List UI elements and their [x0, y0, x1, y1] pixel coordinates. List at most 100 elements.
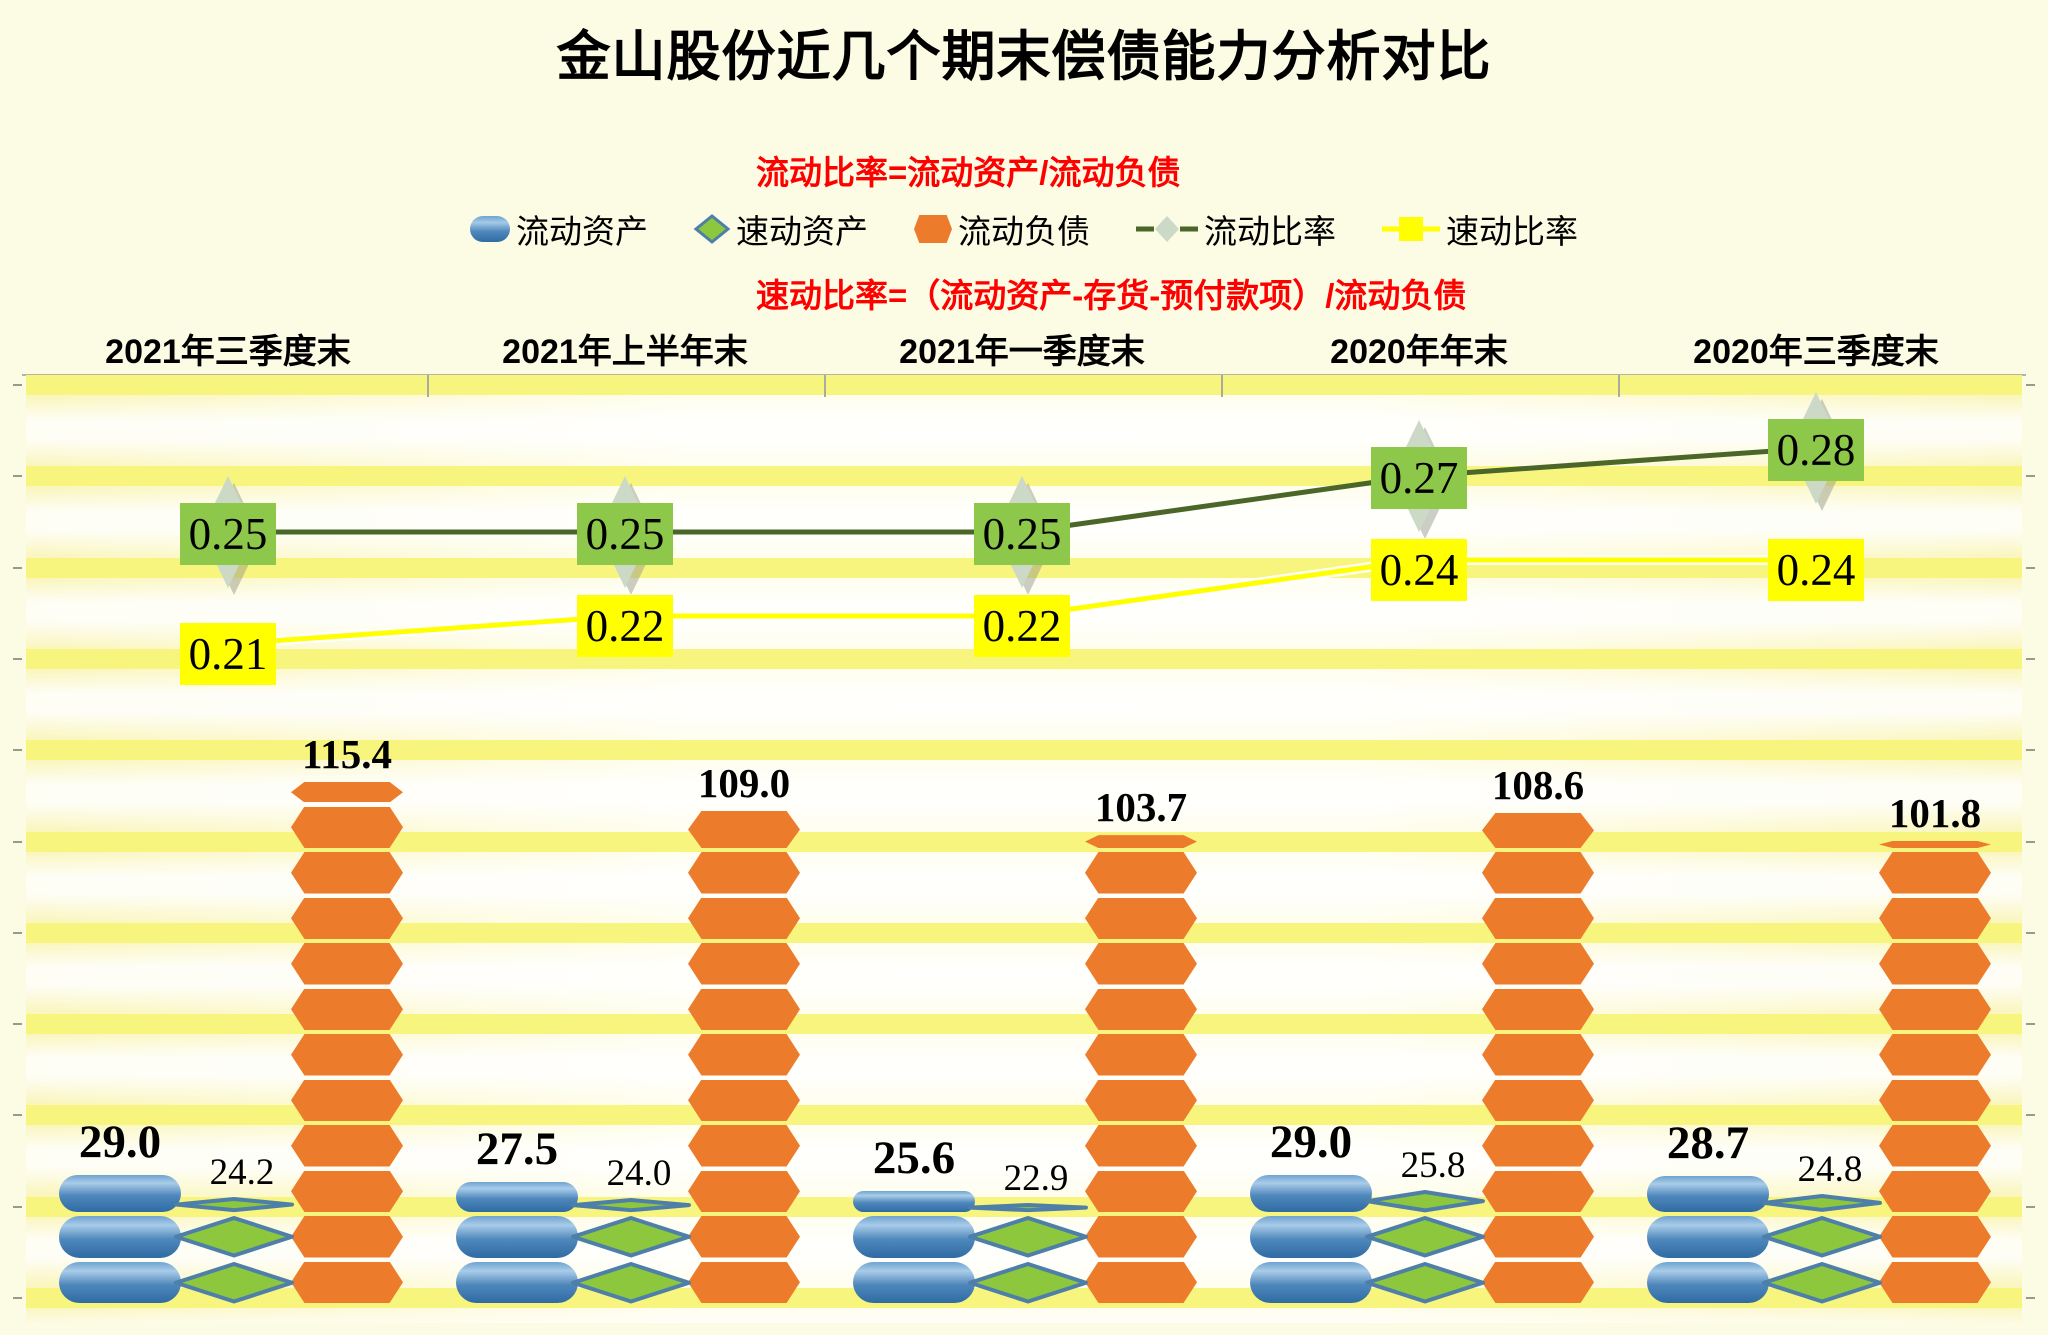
bar-segment-current-liabilities — [1879, 841, 1991, 848]
bar-segment-quick-assets — [1365, 1189, 1485, 1212]
category-label: 2021年一季度末 — [899, 333, 1145, 371]
bar-segment-current-liabilities — [1482, 1034, 1594, 1076]
bar-segment-current-liabilities — [1482, 1261, 1594, 1303]
bar-segment-current-liabilities — [1879, 852, 1991, 894]
axis-tick-right — [2026, 657, 2035, 660]
value-box-current-ratio: 0.28 — [1768, 419, 1864, 481]
bar-segment-current-assets — [1250, 1216, 1372, 1258]
value-label-quick-assets: 24.8 — [1797, 1149, 1863, 1191]
hexagon-icon — [914, 215, 952, 243]
bar-segment-current-liabilities — [291, 943, 403, 985]
axis-tick-right — [2026, 931, 2035, 934]
grid-band — [26, 648, 2022, 669]
legend-item-2: 流动负债 — [914, 205, 1090, 253]
axis-tick-right — [2026, 749, 2035, 752]
bar-segment-current-assets — [456, 1261, 578, 1303]
bar-segment-current-liabilities — [1879, 943, 1991, 985]
value-box-current-ratio: 0.27 — [1371, 447, 1467, 509]
value-label-quick-assets: 25.8 — [1400, 1144, 1466, 1186]
legend: 流动资产 速动资产 流动负债 流动比率 速动比率 — [0, 205, 2048, 253]
bar-segment-current-liabilities — [291, 1261, 403, 1303]
axis-tick-right — [2026, 384, 2035, 386]
bar-segment-current-assets — [1647, 1176, 1769, 1212]
axis-tick-left — [13, 1114, 22, 1117]
bar-segment-current-liabilities — [1482, 812, 1594, 848]
bar-segment-current-liabilities — [291, 806, 403, 848]
bar-segment-current-liabilities — [1879, 1034, 1991, 1076]
bar-segment-quick-assets — [1365, 1216, 1485, 1258]
bar-segment-current-liabilities — [688, 1125, 800, 1167]
bar-segment-quick-assets — [1762, 1216, 1882, 1258]
bar-segment-current-liabilities — [1085, 835, 1197, 848]
bar-segment-current-liabilities — [1085, 1170, 1197, 1212]
bar-segment-current-assets — [1250, 1175, 1372, 1212]
bar-segment-quick-assets — [968, 1261, 1088, 1303]
axis-tick-left — [13, 657, 22, 660]
axis-tick-left — [13, 475, 22, 478]
bar-segment-current-liabilities — [688, 1216, 800, 1258]
bar-segment-quick-assets — [174, 1261, 294, 1303]
axis-tick-left — [13, 931, 22, 934]
bar-segment-current-liabilities — [1482, 852, 1594, 894]
legend-item-4: 速动比率 — [1382, 205, 1578, 253]
diamond-icon — [693, 214, 731, 244]
bar-segment-current-liabilities — [688, 1170, 800, 1212]
bar-segment-current-assets — [853, 1190, 975, 1212]
bar-segment-quick-assets — [968, 1216, 1088, 1258]
axis-tick-right — [2026, 566, 2035, 569]
bar-segment-current-liabilities — [1482, 897, 1594, 939]
category-separator — [426, 375, 429, 397]
bar-segment-quick-assets — [174, 1216, 294, 1258]
bar-segment-current-liabilities — [291, 1170, 403, 1212]
bar-segment-quick-assets — [1762, 1261, 1882, 1303]
bar-segment-current-liabilities — [1482, 1125, 1594, 1167]
bar-segment-current-assets — [853, 1261, 975, 1303]
value-box-quick-ratio: 0.21 — [180, 623, 276, 685]
value-label-current-liabilities: 103.7 — [1094, 784, 1188, 831]
value-box-quick-ratio: 0.24 — [1768, 539, 1864, 601]
bar-segment-quick-assets — [968, 1202, 1088, 1212]
value-label-current-liabilities: 101.8 — [1888, 790, 1982, 836]
axis-tick-left — [13, 384, 22, 386]
bar-segment-current-liabilities — [688, 852, 800, 894]
bar-segment-current-liabilities — [1879, 1079, 1991, 1121]
bar-segment-current-liabilities — [1879, 988, 1991, 1030]
axis-tick-left — [13, 566, 22, 569]
bar-segment-quick-assets — [571, 1197, 691, 1212]
formula-quick-ratio: 速动比率=（流动资产-存货-预付款项）/流动负债 — [756, 277, 1467, 314]
value-box-quick-ratio: 0.22 — [974, 595, 1070, 657]
grid-band — [26, 740, 2022, 761]
axis-tick-left — [13, 1297, 22, 1299]
line-square-icon — [1382, 213, 1440, 245]
category-label: 2020年三季度末 — [1693, 333, 1939, 371]
legend-item-0: 流动资产 — [470, 205, 648, 253]
category-separator — [823, 375, 826, 397]
bar-segment-current-liabilities — [688, 897, 800, 939]
bar-segment-current-assets — [456, 1216, 578, 1258]
bar-segment-current-liabilities — [1085, 1261, 1197, 1303]
bar-segment-current-liabilities — [1879, 1261, 1991, 1303]
value-label-quick-assets: 22.9 — [1003, 1157, 1069, 1199]
bar-segment-current-liabilities — [1085, 988, 1197, 1030]
bar-segment-current-liabilities — [291, 1125, 403, 1167]
bar-segment-current-liabilities — [688, 811, 800, 848]
bar-segment-current-liabilities — [1482, 988, 1594, 1030]
formula-note: 流动比率=流动资产/流动负债 速动比率=（流动资产-存货-预付款项）/流动负债 — [756, 70, 1466, 398]
value-box-current-ratio: 0.25 — [180, 503, 276, 565]
bar-segment-quick-assets — [571, 1261, 691, 1303]
value-label-current-liabilities: 109.0 — [697, 760, 791, 807]
bar-segment-current-liabilities — [291, 852, 403, 894]
bar-segment-current-liabilities — [1085, 943, 1197, 985]
bar-segment-current-liabilities — [1085, 1034, 1197, 1076]
bar-segment-current-liabilities — [688, 1261, 800, 1303]
axis-tick-right — [2026, 1114, 2035, 1117]
bar-segment-current-liabilities — [1879, 1125, 1991, 1167]
value-label-quick-assets: 24.2 — [209, 1151, 275, 1193]
bar-segment-current-liabilities — [1085, 897, 1197, 939]
axis-tick-right — [2026, 475, 2035, 478]
bar-segment-current-assets — [1647, 1261, 1769, 1303]
value-label-current-assets: 29.0 — [78, 1116, 162, 1169]
bar-segment-current-assets — [59, 1261, 181, 1303]
value-box-current-ratio: 0.25 — [577, 503, 673, 565]
bar-segment-quick-assets — [571, 1216, 691, 1258]
